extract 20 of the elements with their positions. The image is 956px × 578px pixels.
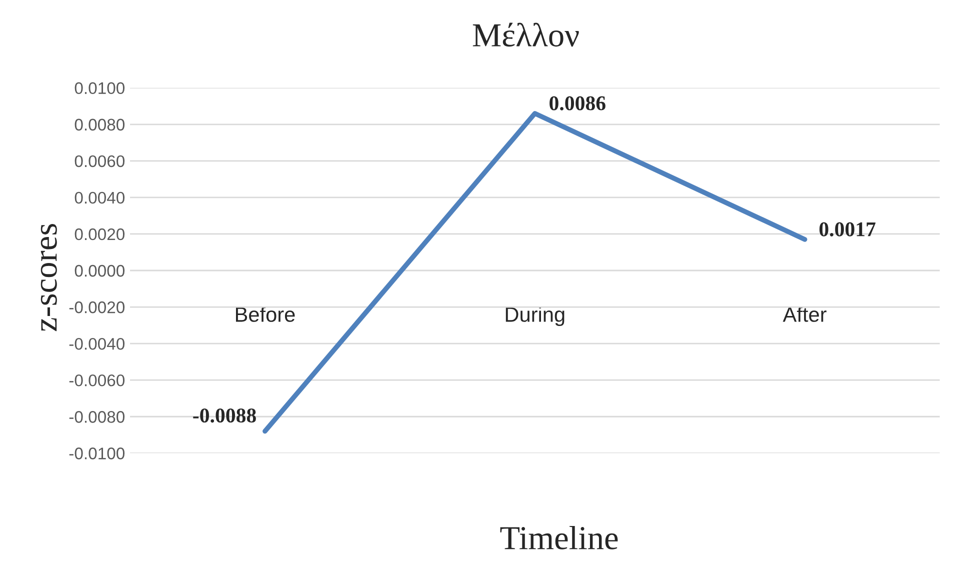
y-tick-label: -0.0080: [69, 411, 125, 423]
x-tick-label: After: [782, 306, 826, 322]
y-tick-label: -0.0060: [69, 374, 125, 386]
x-tick-label: Before: [236, 306, 295, 322]
y-tick-label: 0.0060: [74, 155, 125, 168]
y-axis-title: z-scores: [40, 224, 57, 332]
x-axis-title: Timeline: [500, 526, 618, 550]
chart-title: Μέλλον: [472, 22, 579, 47]
x-tick-label: During: [506, 306, 564, 326]
y-tick-label: 0.0000: [74, 264, 125, 277]
data-label: 0.0086: [550, 96, 606, 110]
y-tick-label: 0.0100: [74, 82, 125, 94]
y-tick-label: -0.0020: [69, 301, 125, 314]
y-tick-label: 0.0020: [74, 228, 125, 240]
y-tick-label: -0.0100: [69, 448, 125, 460]
data-label: -0.0088: [193, 408, 256, 423]
y-tick-label: 0.0040: [74, 192, 125, 204]
data-label: 0.0017: [819, 222, 876, 236]
y-tick-label: 0.0080: [74, 118, 125, 131]
y-tick-label: -0.0040: [69, 338, 125, 350]
